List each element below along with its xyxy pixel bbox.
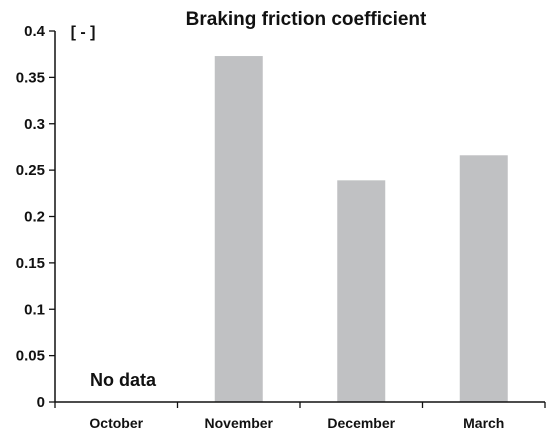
y-tick-label: 0.1 (24, 301, 45, 318)
y-tick-label: 0.35 (16, 69, 45, 86)
bar-december (337, 180, 386, 402)
y-tick-label: 0.3 (24, 116, 45, 133)
x-ticks-group: October November December March (54, 402, 546, 431)
y-ticks-group: 0 0.05 0.1 0.15 0.2 0.25 0.3 0.35 0.4 (16, 23, 55, 411)
x-tick-label-october: October (89, 415, 143, 431)
bar-november (214, 56, 263, 402)
x-tick-label-march: March (463, 415, 504, 431)
y-tick-label: 0.25 (16, 162, 45, 179)
bar-march (459, 155, 508, 402)
y-tick-label: 0.05 (16, 348, 45, 365)
y-tick-label: 0.4 (24, 23, 46, 40)
chart-title: Braking friction coefficient (186, 9, 427, 30)
no-data-annotation: No data (90, 370, 157, 390)
y-tick-label: 0 (37, 394, 45, 411)
bars-group (214, 56, 508, 402)
y-tick-label: 0.15 (16, 255, 45, 272)
x-tick-label-november: November (205, 415, 274, 431)
y-axis-unit-label: [ - ] (71, 24, 96, 41)
x-tick-label-december: December (327, 415, 395, 431)
y-tick-label: 0.2 (24, 209, 45, 226)
